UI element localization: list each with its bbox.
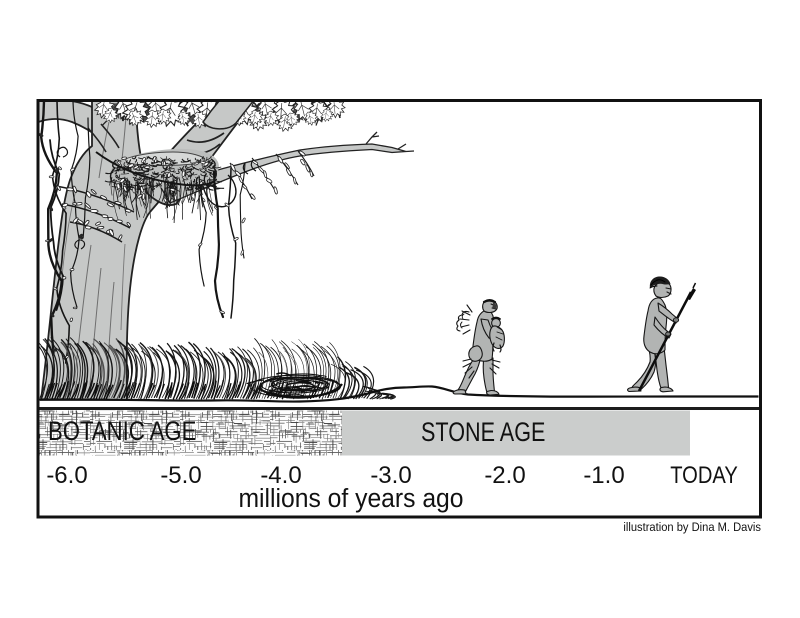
svg-text:-4.0: -4.0 (260, 462, 301, 489)
svg-text:millions of years ago: millions of years ago (238, 484, 463, 513)
svg-text:-2.0: -2.0 (484, 462, 525, 489)
svg-text:-5.0: -5.0 (160, 462, 201, 489)
svg-text:BOTANIC AGE: BOTANIC AGE (48, 417, 196, 447)
svg-text:TODAY: TODAY (670, 461, 738, 488)
svg-text:-3.0: -3.0 (370, 462, 411, 489)
svg-text:-1.0: -1.0 (583, 462, 624, 489)
svg-text:STONE AGE: STONE AGE (421, 418, 545, 448)
svg-text:illustration by Dina M. Davis: illustration by Dina M. Davis (623, 522, 761, 534)
svg-text:-6.0: -6.0 (46, 462, 87, 489)
